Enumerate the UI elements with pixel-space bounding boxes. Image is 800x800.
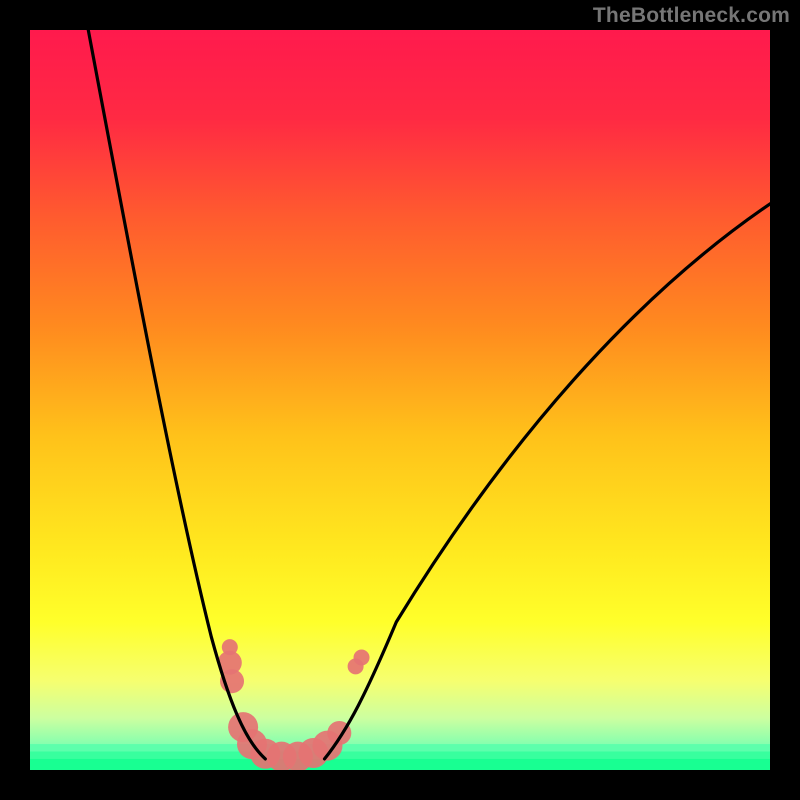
chart-svg <box>0 0 800 800</box>
heatmap-gradient <box>30 30 770 770</box>
bottom-band <box>30 752 770 759</box>
bottom-band <box>30 759 770 770</box>
chart-stage: TheBottleneck.com <box>0 0 800 800</box>
bottom-band <box>30 744 770 751</box>
data-point <box>354 650 370 666</box>
watermark-text: TheBottleneck.com <box>593 4 790 28</box>
